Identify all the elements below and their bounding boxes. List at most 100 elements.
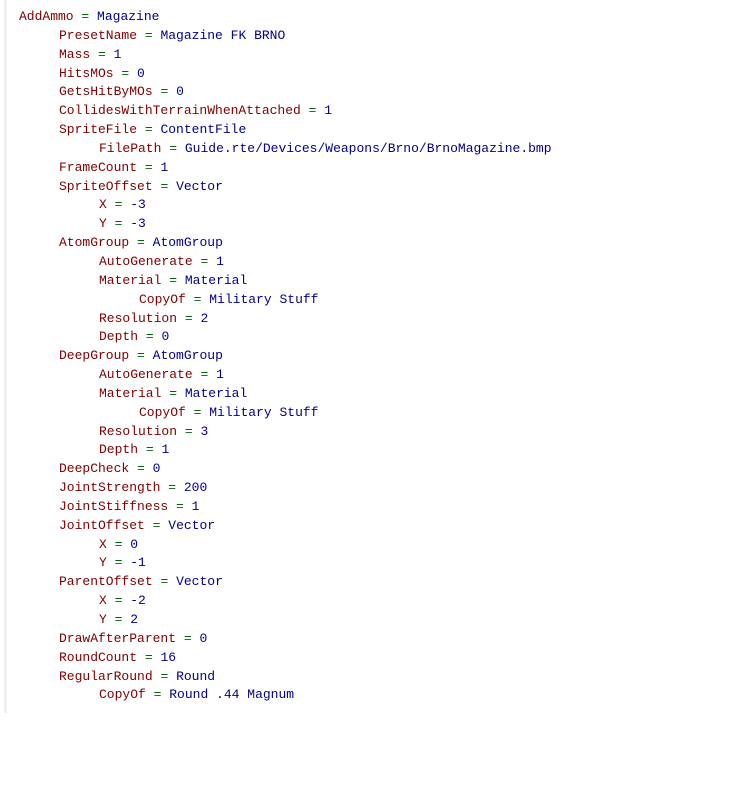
code-key: Depth: [99, 442, 138, 457]
equals-sign: =: [200, 254, 208, 269]
code-value: Vector: [176, 574, 223, 589]
code-key: Y: [99, 216, 107, 231]
equals-sign: =: [154, 687, 162, 702]
code-line: CopyOf = Round .44 Magnum: [19, 686, 739, 705]
code-key: CopyOf: [139, 405, 186, 420]
code-line: Material = Material: [19, 272, 739, 291]
equals-sign: =: [115, 612, 123, 627]
code-value: -3: [130, 216, 146, 231]
code-line: Mass = 1: [19, 46, 739, 65]
code-value: -1: [130, 555, 146, 570]
code-value: 1: [216, 254, 224, 269]
equals-sign: =: [185, 424, 193, 439]
code-value: 2: [130, 612, 138, 627]
code-key: FrameCount: [59, 160, 137, 175]
equals-sign: =: [115, 555, 123, 570]
code-value: 2: [200, 311, 208, 326]
equals-sign: =: [146, 329, 154, 344]
code-line: Material = Material: [19, 385, 739, 404]
code-value: 1: [160, 160, 168, 175]
code-key: CollidesWithTerrainWhenAttached: [59, 103, 301, 118]
code-line: Resolution = 2: [19, 310, 739, 329]
code-key: RegularRound: [59, 669, 153, 684]
code-value: 1: [114, 47, 122, 62]
code-key: AddAmmo: [19, 9, 74, 24]
code-line: Resolution = 3: [19, 423, 739, 442]
code-key: Mass: [59, 47, 90, 62]
equals-sign: =: [137, 461, 145, 476]
equals-sign: =: [146, 442, 154, 457]
code-value: Military Stuff: [209, 405, 318, 420]
code-key: JointOffset: [59, 518, 145, 533]
equals-sign: =: [137, 235, 145, 250]
code-key: DrawAfterParent: [59, 631, 176, 646]
code-key: JointStrength: [59, 480, 160, 495]
code-line: JointStiffness = 1: [19, 498, 739, 517]
code-line: X = -3: [19, 196, 739, 215]
code-line: Depth = 1: [19, 441, 739, 460]
code-line: FrameCount = 1: [19, 159, 739, 178]
code-key: GetsHitByMOs: [59, 84, 153, 99]
equals-sign: =: [81, 9, 89, 24]
code-line: CopyOf = Military Stuff: [19, 291, 739, 310]
equals-sign: =: [115, 216, 123, 231]
code-line: Y = 2: [19, 611, 739, 630]
equals-sign: =: [200, 367, 208, 382]
code-key: Y: [99, 555, 107, 570]
code-line: CollidesWithTerrainWhenAttached = 1: [19, 102, 739, 121]
code-line: CopyOf = Military Stuff: [19, 404, 739, 423]
code-line: ParentOffset = Vector: [19, 573, 739, 592]
code-value: Vector: [168, 518, 215, 533]
code-value: Round: [176, 669, 215, 684]
code-value: 0: [153, 461, 161, 476]
code-line: AutoGenerate = 1: [19, 366, 739, 385]
code-line: X = -2: [19, 592, 739, 611]
equals-sign: =: [169, 141, 177, 156]
equals-sign: =: [115, 593, 123, 608]
equals-sign: =: [160, 179, 168, 194]
code-value: ContentFile: [160, 122, 246, 137]
code-value: 1: [192, 499, 200, 514]
equals-sign: =: [145, 650, 153, 665]
code-line: Depth = 0: [19, 328, 739, 347]
code-line: JointStrength = 200: [19, 479, 739, 498]
equals-sign: =: [145, 28, 153, 43]
code-line: FilePath = Guide.rte/Devices/Weapons/Brn…: [19, 140, 739, 159]
code-value: 0: [199, 631, 207, 646]
code-line: Y = -3: [19, 215, 739, 234]
code-line: AutoGenerate = 1: [19, 253, 739, 272]
code-value: Vector: [176, 179, 223, 194]
code-value: 200: [184, 480, 207, 495]
code-value: Magazine: [97, 9, 159, 24]
code-key: Material: [99, 386, 161, 401]
code-key: X: [99, 537, 107, 552]
equals-sign: =: [184, 631, 192, 646]
code-value: 1: [216, 367, 224, 382]
code-key: X: [99, 197, 107, 212]
code-value: AtomGroup: [153, 348, 223, 363]
code-line: DeepCheck = 0: [19, 460, 739, 479]
code-value: Military Stuff: [209, 292, 318, 307]
code-value: 0: [130, 537, 138, 552]
code-line: HitsMOs = 0: [19, 65, 739, 84]
code-key: SpriteFile: [59, 122, 137, 137]
code-key: SpriteOffset: [59, 179, 153, 194]
code-key: CopyOf: [139, 292, 186, 307]
equals-sign: =: [176, 499, 184, 514]
equals-sign: =: [185, 311, 193, 326]
code-value: Material: [185, 386, 247, 401]
code-line: RegularRound = Round: [19, 668, 739, 687]
code-key: X: [99, 593, 107, 608]
code-block: AddAmmo = MagazinePresetName = Magazine …: [4, 0, 739, 713]
equals-sign: =: [194, 405, 202, 420]
code-value: Material: [185, 273, 247, 288]
code-key: CopyOf: [99, 687, 146, 702]
code-key: RoundCount: [59, 650, 137, 665]
equals-sign: =: [160, 574, 168, 589]
code-value: 16: [160, 650, 176, 665]
code-key: AutoGenerate: [99, 254, 193, 269]
equals-sign: =: [168, 480, 176, 495]
code-key: PresetName: [59, 28, 137, 43]
code-line: DrawAfterParent = 0: [19, 630, 739, 649]
code-value: -2: [130, 593, 146, 608]
